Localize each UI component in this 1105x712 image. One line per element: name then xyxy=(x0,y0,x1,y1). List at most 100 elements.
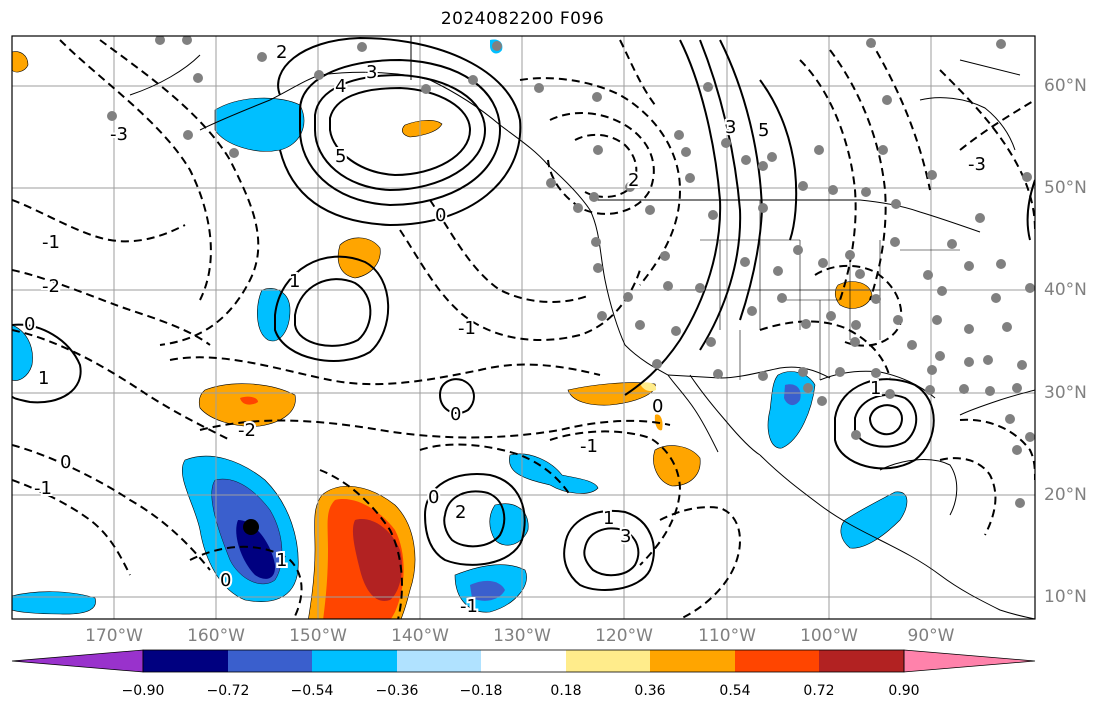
contour-positive-gulf-alaska-4 xyxy=(277,36,522,227)
contour-negative-pnw-2 xyxy=(574,133,638,198)
contour-positive-gulf-alaska-2 xyxy=(314,73,487,192)
contour-label: 1 xyxy=(38,368,49,389)
contour-positive-west-edge xyxy=(12,323,82,404)
contour-label: -2 xyxy=(42,276,60,297)
colorbar xyxy=(11,649,1036,673)
colorbar-tick-label: 0.18 xyxy=(550,683,582,699)
contour-positive-38n-147w-outer xyxy=(274,255,390,362)
shaded-anomalies xyxy=(12,39,908,619)
contour-positive-17n-134w-outer xyxy=(423,473,526,566)
contour-negative-texas-1 xyxy=(814,264,903,347)
map-frame xyxy=(11,35,1036,620)
station-marker-hawaii xyxy=(243,519,259,535)
contour-negative-north-1 xyxy=(619,39,656,106)
lon-label-160w: 160°W xyxy=(187,626,245,646)
contour-label: 1 xyxy=(276,550,287,571)
shade-positive-28n-158w xyxy=(198,383,296,427)
contour-positive-15n-122w-inner xyxy=(583,527,640,577)
contour-label: -3 xyxy=(968,154,986,175)
contour-negative-nw-2 xyxy=(59,39,212,301)
contour-label: 0 xyxy=(60,452,71,473)
contour-label: 0 xyxy=(652,396,663,417)
contour-negative-south-1 xyxy=(319,469,403,619)
contour-label: 0 xyxy=(220,570,231,591)
contour-positive-17n-134w-inner xyxy=(443,490,506,548)
contour-label: 2 xyxy=(628,170,639,191)
us-mexico-border xyxy=(667,366,831,379)
contour-negative-east-2 xyxy=(829,49,887,301)
contour-label: 5 xyxy=(335,146,346,167)
contour-label: -1 xyxy=(42,232,60,253)
contour-negative-central-2 xyxy=(429,199,591,303)
contour-negative-west-2 xyxy=(12,269,211,346)
shade-positive-40n-145w xyxy=(337,237,381,279)
colorbar-frame xyxy=(142,649,905,673)
alaska-peninsula-coast xyxy=(129,54,321,131)
contour-negative-south-2 xyxy=(419,443,571,496)
contour-label: -1 xyxy=(34,478,52,499)
west-coast-north-america xyxy=(547,164,669,376)
shade-positive-28n-158w-core xyxy=(240,396,258,405)
shade-positive-baja-west-light xyxy=(640,382,657,392)
contour-lines xyxy=(12,36,1035,591)
contour-label: -1 xyxy=(580,436,598,457)
contour-positive-26n-95w-inner xyxy=(854,393,918,448)
lat-label-60n: 60°N xyxy=(1044,76,1087,96)
contour-negative-central-1 xyxy=(399,229,641,341)
shade-positive-40n-97w xyxy=(834,281,873,309)
colorbar-segment xyxy=(481,650,566,672)
us-state-lines xyxy=(680,200,960,380)
colorbar-segment xyxy=(143,650,228,672)
colorbar-tick-label: −0.36 xyxy=(375,683,419,699)
contour-negative-east-1 xyxy=(799,59,857,301)
shade-negative-mexico-west xyxy=(767,371,816,449)
contour-negative-pnw-3 xyxy=(519,77,682,286)
contour-negative-west-1 xyxy=(12,329,231,441)
colorbar-tick-label: 0.90 xyxy=(888,683,920,699)
contour-label: -2 xyxy=(238,420,256,441)
contour-label: 1 xyxy=(603,508,614,529)
contour-label: -1 xyxy=(458,318,476,339)
lat-label-30n: 30°N xyxy=(1044,383,1087,403)
colorbar-segment xyxy=(228,650,312,672)
contour-label: 3 xyxy=(620,526,631,547)
shade-negative-mexico-west-core xyxy=(784,384,801,406)
colorbar-segment xyxy=(397,650,481,672)
contour-label: 1 xyxy=(870,378,881,399)
contour-negative-mexico-1 xyxy=(759,320,891,379)
contour-positive-38n-147w-inner xyxy=(294,278,372,347)
colorbar-extend-high xyxy=(903,649,1036,673)
shade-negative-bottom-left xyxy=(12,591,96,615)
contour-positive-gulf-alaska-1 xyxy=(299,58,502,207)
contour-label: 3 xyxy=(366,62,377,83)
colorbar-extend-low xyxy=(11,649,144,673)
contour-label: -3 xyxy=(110,124,128,145)
contour-positive-15n-122w-outer xyxy=(563,510,655,591)
shade-negative-130w-22n xyxy=(509,453,599,494)
lon-label-150w: 150°W xyxy=(289,626,347,646)
contour-label: 0 xyxy=(24,314,35,335)
contour-negative-east-5 xyxy=(959,99,1035,151)
shade-negative-gulf-alaska xyxy=(214,97,305,152)
baja-california-coast xyxy=(667,374,761,456)
contour-label: 0 xyxy=(450,404,461,425)
contour-negative-west-low xyxy=(12,479,131,576)
contour-negative-south-3 xyxy=(549,430,682,566)
coastlines xyxy=(129,36,1035,619)
contour-negative-west-3 xyxy=(12,199,186,243)
lat-label-10n: 10°N xyxy=(1044,587,1087,607)
colorbar-tick-label: −0.72 xyxy=(206,683,250,699)
contour-negative-east-4 xyxy=(939,69,1035,231)
chart-title: 2024082200 F096 xyxy=(440,9,605,29)
colorbar-tick-label: 0.72 xyxy=(803,683,835,699)
shade-negative-west-edge xyxy=(12,324,33,381)
lon-label-170w: 170°W xyxy=(85,626,143,646)
map-panel: 2 3 4 5 -3 -2 -1 0 1 2 3 5 -3 0 -1 1 0 -… xyxy=(11,35,1036,620)
hudson-bay-coast xyxy=(919,59,1021,151)
contour-positive-26n-95w-core xyxy=(868,404,903,436)
contour-negative-east-low-2 xyxy=(959,418,1035,481)
contour-label: 0 xyxy=(435,205,446,226)
colorbar-segment xyxy=(566,650,650,672)
contour-labels: 2 3 4 5 -3 -2 -1 0 1 2 3 5 -3 0 -1 1 0 -… xyxy=(22,40,988,619)
contour-negative-pacific-wide-2 xyxy=(199,419,671,439)
